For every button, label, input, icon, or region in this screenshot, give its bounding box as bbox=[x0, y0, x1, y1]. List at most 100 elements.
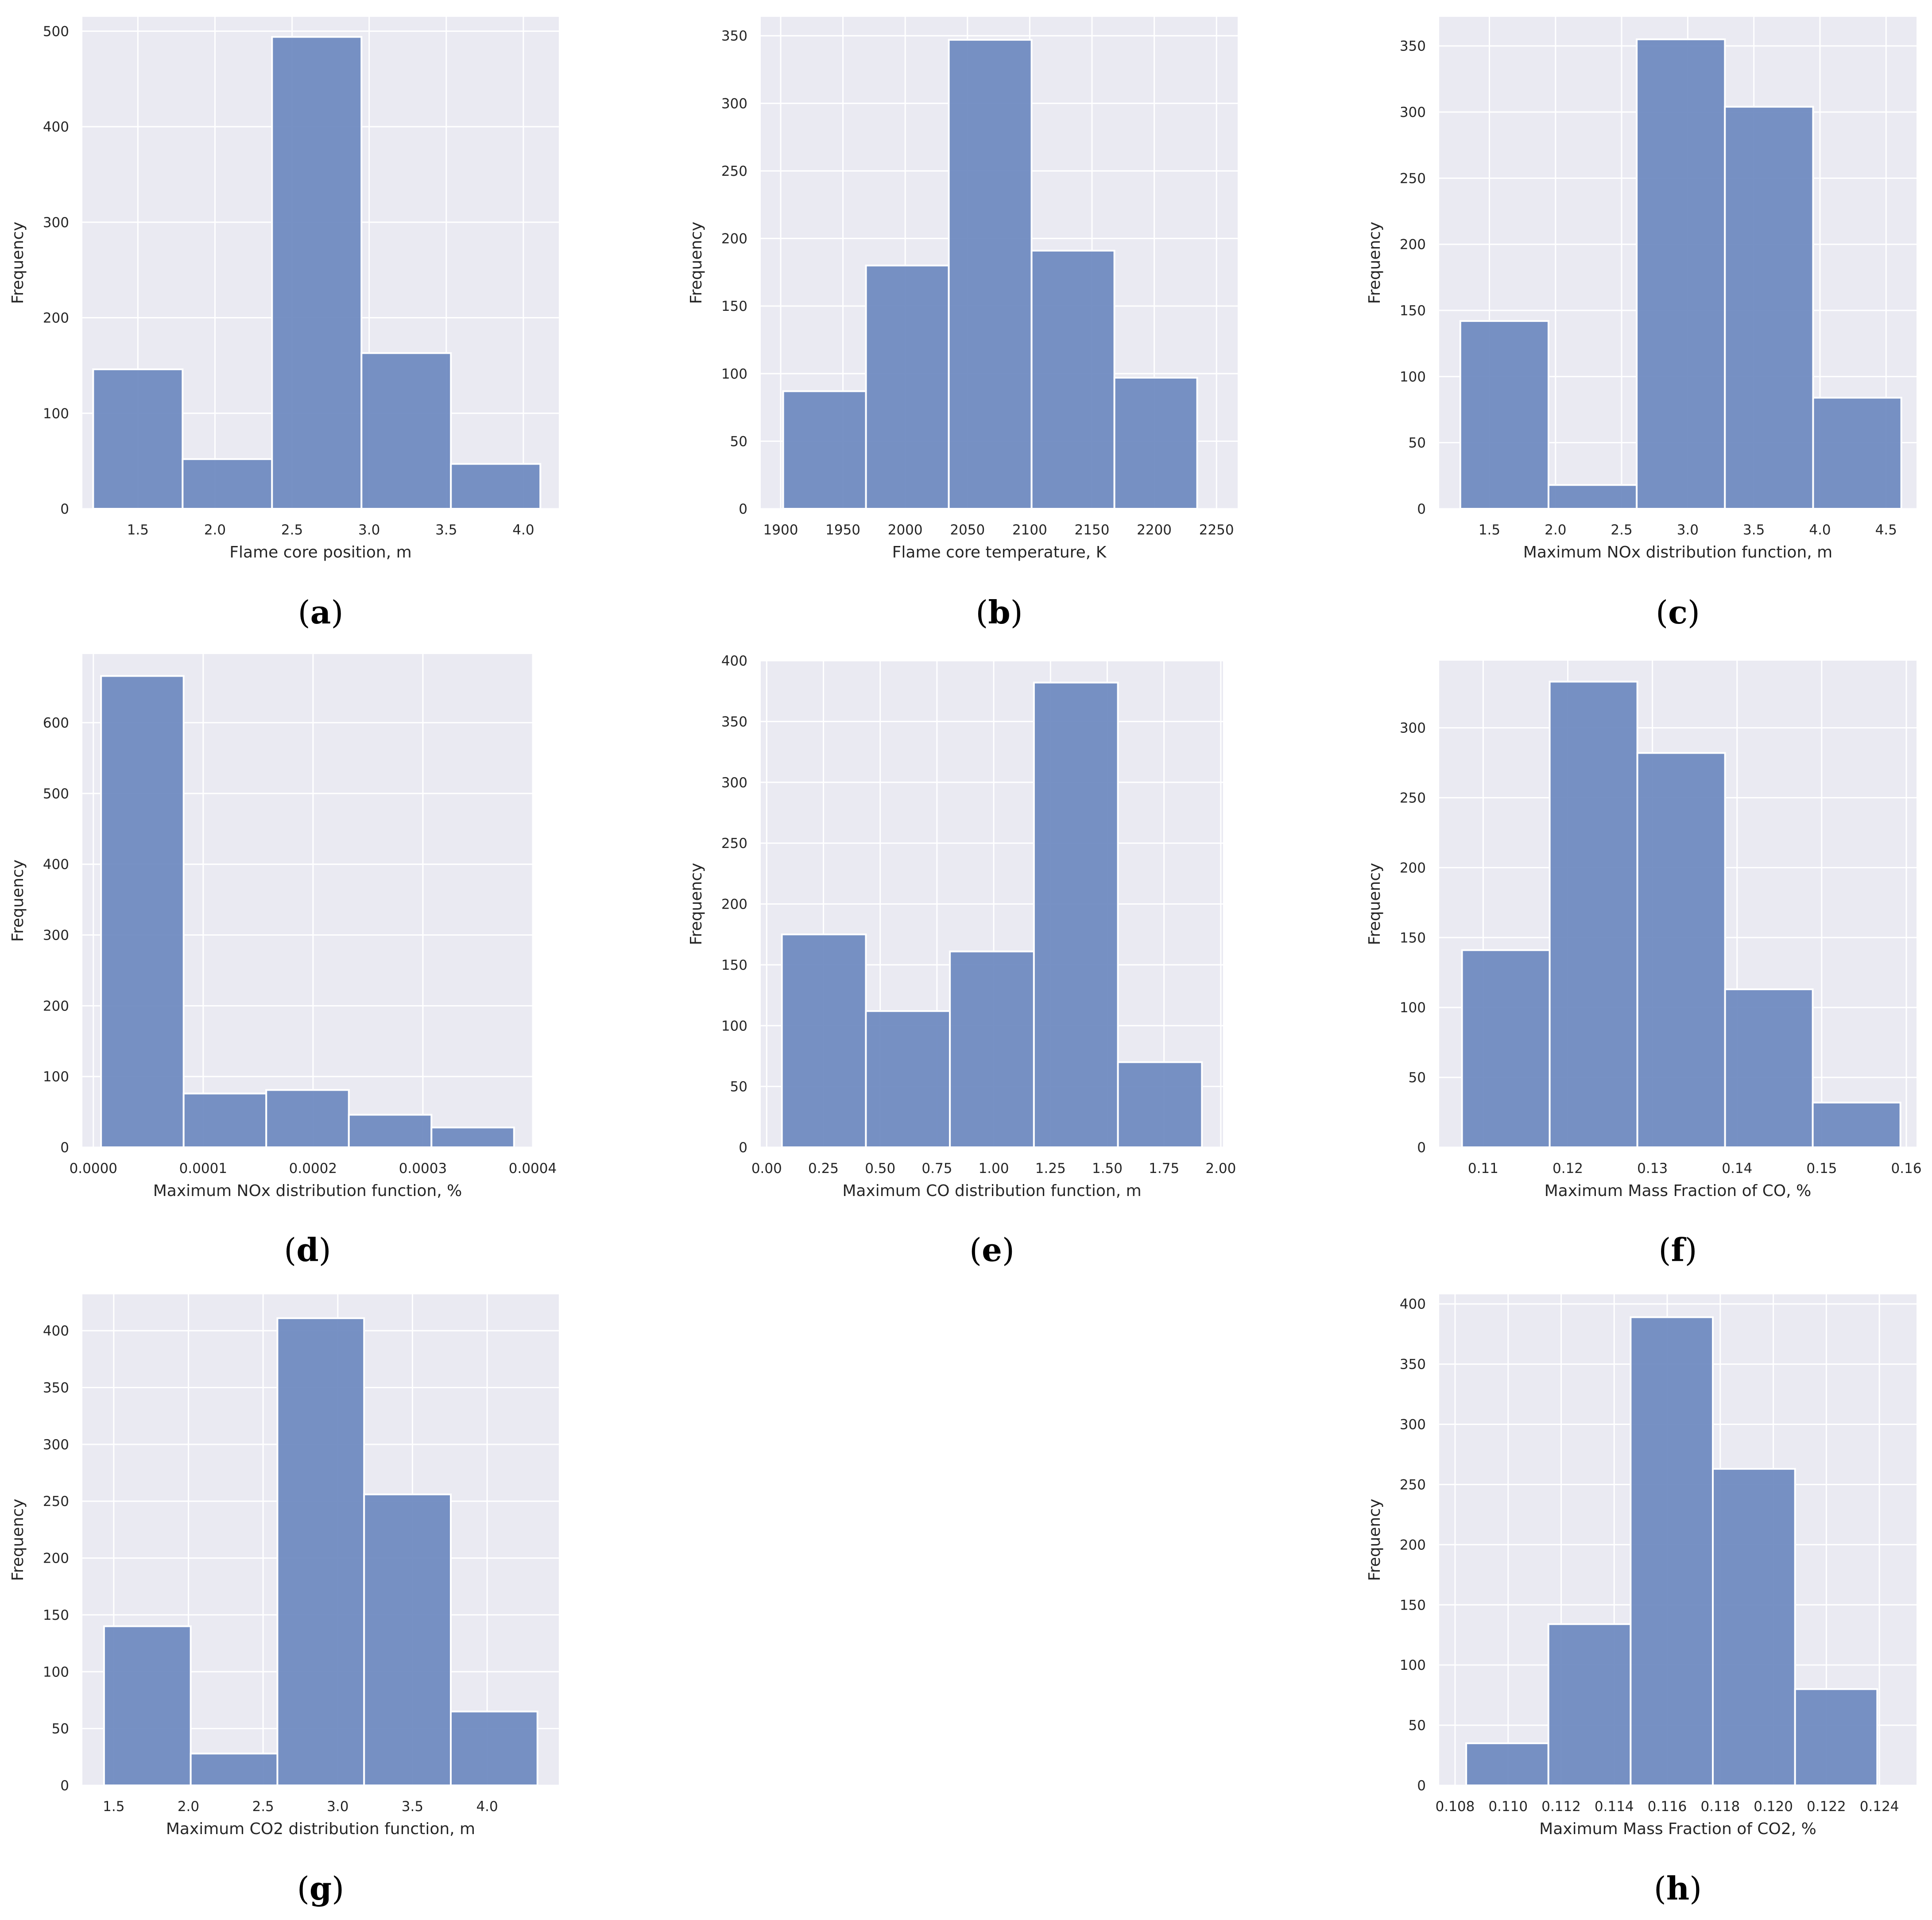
x-tick-label: 2050 bbox=[950, 522, 985, 538]
x-tick-label: 0.0000 bbox=[70, 1161, 117, 1177]
caption-close-paren: ) bbox=[1688, 594, 1700, 631]
y-tick-label: 300 bbox=[1400, 105, 1426, 120]
histogram-bar bbox=[1794, 1688, 1878, 1787]
histogram-bar bbox=[1812, 1101, 1901, 1149]
caption-open-paren: ( bbox=[284, 1231, 296, 1269]
y-tick-label: 300 bbox=[1400, 1417, 1426, 1433]
histogram-bar bbox=[1724, 106, 1814, 510]
y-tick-label: 250 bbox=[1400, 1477, 1426, 1493]
x-tick-label: 0.0001 bbox=[179, 1161, 227, 1177]
caption-close-paren: ) bbox=[1011, 594, 1023, 631]
panel-caption: (f) bbox=[1658, 1231, 1697, 1269]
x-tick-label: 0.0003 bbox=[399, 1161, 447, 1177]
x-tick-label: 3.0 bbox=[327, 1799, 348, 1815]
y-tick-label: 250 bbox=[43, 1494, 69, 1510]
histogram-bar bbox=[182, 1092, 267, 1148]
y-tick-label: 0 bbox=[1417, 501, 1426, 517]
panel-f: 0.11 0.12 0.13 0.14 0.15 0.16 0 50 100 150 200 250 3… bbox=[1366, 661, 1922, 1269]
caption-close-paren: ) bbox=[319, 1231, 331, 1269]
histogram-bar bbox=[449, 1711, 538, 1786]
y-tick-label: 250 bbox=[1400, 170, 1426, 186]
histogram-bar bbox=[865, 1010, 951, 1149]
panel-caption: (e) bbox=[969, 1231, 1014, 1269]
y-tick-label: 150 bbox=[43, 1607, 69, 1623]
y-tick-label: 300 bbox=[1400, 720, 1426, 736]
caption-letter: b bbox=[988, 593, 1010, 631]
histogram-bar bbox=[949, 950, 1035, 1149]
histogram-bar bbox=[1630, 1316, 1714, 1786]
y-tick-label: 0 bbox=[60, 1778, 69, 1794]
y-tick-label: 100 bbox=[721, 1018, 747, 1034]
x-axis-title: Maximum CO2 distribution function, m bbox=[166, 1820, 475, 1838]
panel-h: 0.108 0.110 0.112 0.114 0.116 0.118 0.120 0.122… bbox=[1366, 1294, 1917, 1907]
x-axis-title: Flame core position, m bbox=[229, 543, 411, 561]
histogram-bar bbox=[1547, 1623, 1632, 1786]
x-tick-label: 1.25 bbox=[1035, 1161, 1066, 1177]
x-tick-label: 0.124 bbox=[1860, 1799, 1899, 1815]
x-axis-title: Maximum Mass Fraction of CO, % bbox=[1545, 1182, 1812, 1200]
histogram-bar bbox=[1461, 949, 1551, 1149]
x-tick-label: 0.11 bbox=[1468, 1161, 1498, 1177]
x-tick-label: 0.120 bbox=[1754, 1799, 1793, 1815]
histogram-bar bbox=[348, 1114, 433, 1149]
panel-caption: (d) bbox=[284, 1231, 331, 1269]
x-tick-label: 3.5 bbox=[402, 1799, 423, 1815]
y-tick-label: 0 bbox=[60, 501, 69, 517]
panel-caption: (a) bbox=[298, 593, 344, 631]
x-tick-label: 2.0 bbox=[204, 522, 226, 538]
histogram-bar bbox=[271, 36, 363, 510]
x-tick-label: 2.0 bbox=[178, 1799, 199, 1815]
histogram-bar bbox=[190, 1753, 279, 1786]
y-tick-label: 300 bbox=[721, 96, 747, 112]
y-axis-title: Frequency bbox=[1366, 1499, 1384, 1581]
y-tick-label: 350 bbox=[1400, 39, 1426, 54]
y-tick-label: 600 bbox=[43, 715, 69, 731]
x-tick-label: 0.25 bbox=[808, 1161, 839, 1177]
x-tick-label: 1.50 bbox=[1092, 1161, 1123, 1177]
x-tick-label: 2.5 bbox=[281, 522, 303, 538]
y-tick-label: 400 bbox=[1400, 1297, 1426, 1312]
caption-close-paren: ) bbox=[331, 594, 343, 631]
caption-open-paren: ( bbox=[298, 594, 310, 631]
caption-close-paren: ) bbox=[1002, 1231, 1014, 1269]
x-tick-label: 1.75 bbox=[1149, 1161, 1179, 1177]
y-tick-label: 250 bbox=[721, 836, 747, 852]
y-tick-label: 0 bbox=[739, 501, 747, 517]
panel-b: 1900 1950 2000 2050 2100 2150 2200 2250 0 50 100 15… bbox=[687, 17, 1238, 631]
y-tick-label: 100 bbox=[1400, 1657, 1426, 1673]
y-tick-label: 400 bbox=[43, 1323, 69, 1339]
x-tick-label: 4.0 bbox=[476, 1799, 498, 1815]
caption-close-paren: ) bbox=[1689, 1870, 1702, 1907]
panel-c: 1.5 2.0 2.5 3.0 3.5 4.0 4.5 0 50 100 150 200 250 300 3… bbox=[1366, 17, 1917, 631]
histogram-bar bbox=[1636, 38, 1726, 510]
y-tick-label: 150 bbox=[721, 298, 747, 314]
histogram-bar bbox=[276, 1317, 365, 1786]
histogram-bar bbox=[265, 1089, 350, 1149]
y-tick-label: 200 bbox=[43, 998, 69, 1014]
x-tick-label: 0.114 bbox=[1595, 1799, 1634, 1815]
x-axis-title: Maximum CO distribution function, m bbox=[842, 1182, 1141, 1200]
panel-caption: (g) bbox=[297, 1870, 345, 1907]
y-tick-label: 300 bbox=[43, 215, 69, 231]
x-tick-label: 2.00 bbox=[1205, 1161, 1236, 1177]
panel-d: 0.0000 0.0001 0.0002 0.0003 0.0004 0 100 200 300… bbox=[9, 654, 557, 1269]
x-tick-label: 2150 bbox=[1075, 522, 1110, 538]
histogram-bar bbox=[92, 368, 184, 510]
x-tick-label: 2.0 bbox=[1545, 522, 1566, 538]
y-tick-label: 500 bbox=[43, 23, 69, 39]
y-tick-label: 200 bbox=[1400, 860, 1426, 876]
y-tick-label: 100 bbox=[721, 366, 747, 382]
histogram-bar bbox=[100, 675, 185, 1148]
histogram-bar bbox=[450, 463, 542, 510]
x-tick-label: 0.50 bbox=[865, 1161, 895, 1177]
y-tick-label: 100 bbox=[43, 1664, 69, 1680]
caption-open-paren: ( bbox=[1654, 1870, 1666, 1907]
y-tick-label: 500 bbox=[43, 786, 69, 802]
histogram-bar bbox=[782, 390, 867, 510]
caption-letter: g bbox=[310, 1870, 332, 1907]
y-tick-label: 50 bbox=[730, 434, 747, 449]
y-tick-label: 0 bbox=[1417, 1140, 1426, 1156]
y-tick-label: 50 bbox=[1409, 1070, 1426, 1086]
histogram-bar bbox=[1712, 1468, 1796, 1786]
y-axis-title: Frequency bbox=[9, 859, 27, 942]
